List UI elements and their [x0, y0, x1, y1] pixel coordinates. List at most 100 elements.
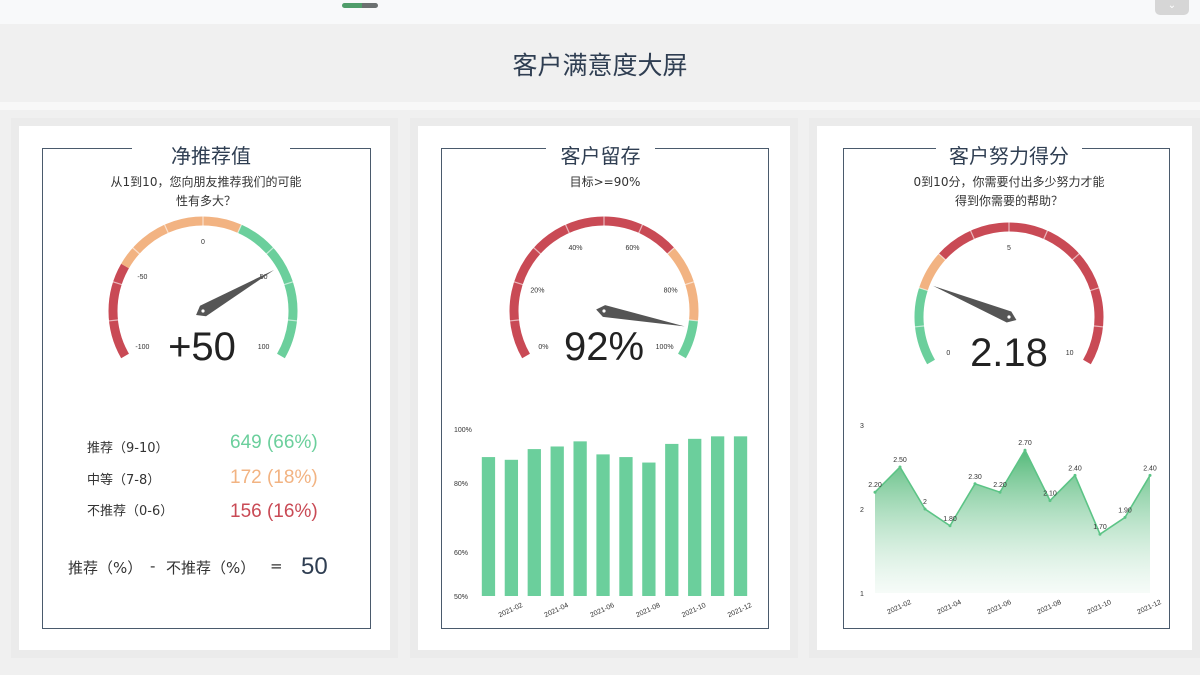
chevron-down-icon[interactable]: ⌄ [1155, 0, 1189, 15]
nps-gauge-tick [287, 319, 298, 322]
retention-gauge-tick [666, 246, 676, 255]
bar-2021-09 [665, 443, 679, 596]
bar-2021-01 [481, 457, 496, 596]
formula-equals: = [270, 557, 283, 575]
retention-gauge-value: 92% [564, 325, 644, 369]
bar-y-tick-label: 80% [454, 481, 468, 488]
area-data-label: 2.20 [868, 482, 882, 489]
area-data-label: 1.80 [943, 516, 957, 523]
effort-gauge-band-orange [919, 253, 946, 291]
area-line [874, 448, 1151, 536]
effort-gauge: 0 5 10 2.18 [914, 222, 1104, 375]
nps-gauge-tick-label: -50 [137, 274, 147, 281]
effort-gauge-tick-label: 0 [946, 350, 950, 357]
area-x-tick-label: 2021-04 [936, 599, 962, 616]
retention-frame [441, 148, 769, 629]
page-header [0, 26, 1200, 102]
retention-gauge-tick [513, 281, 524, 286]
nps-gauge-tick [283, 281, 294, 286]
nps-gauge-tick-label: 0 [201, 239, 205, 246]
bar-y-tick-label: 60% [454, 550, 468, 557]
area-point-2021-01 [873, 490, 877, 494]
area-data-label: 2 [923, 499, 927, 506]
bar-y-tick-label: 50% [454, 594, 468, 601]
bar-x-tick-label: 2021-10 [681, 602, 707, 619]
area-point-2021-11 [1123, 515, 1127, 519]
area-data-label: 1.90 [1118, 507, 1132, 514]
formula-minus: - [150, 557, 156, 575]
effort-gauge-tick [969, 229, 975, 240]
effort-gauge-tick [1071, 252, 1081, 261]
nps-gauge-tick [108, 319, 119, 322]
bar-2021-11 [710, 436, 725, 596]
effort-gauge-tick-label: 5 [1007, 245, 1011, 252]
bar-2021-06 [596, 454, 610, 596]
nps-gauge-tick [131, 246, 141, 255]
formula-result: 50 [301, 553, 328, 580]
area-point-2021-03 [923, 507, 927, 511]
nps-row-detractors-value: 156 (16%) [230, 501, 318, 522]
retention-title: 客户留存 [560, 144, 641, 168]
retention-gauge-tick [688, 319, 699, 322]
area-point-2021-09 [1073, 473, 1077, 477]
nps-gauge-needle-pivot [201, 309, 205, 313]
area-x-tick-label: 2021-08 [1036, 599, 1062, 616]
retention-gauge-tick-label: 80% [664, 287, 678, 294]
effort-gauge-tick [914, 325, 925, 328]
retention-gauge-tick [684, 281, 695, 286]
effort-gauge-tick [1089, 287, 1100, 292]
nps-title: 净推荐值 [171, 144, 251, 168]
nps-gauge-needle [196, 270, 275, 317]
retention-gauge-needle-pivot [602, 309, 606, 313]
retention-gauge-band-green [677, 319, 698, 359]
nps-gauge-band-orange [121, 216, 242, 269]
area-point-2021-08 [1048, 499, 1052, 503]
area-data-label: 2.10 [1043, 491, 1057, 498]
area-x-tick-label: 2021-12 [1136, 599, 1162, 616]
area-x-tick-label: 2021-06 [986, 599, 1012, 616]
area-data-label: 2.50 [893, 457, 907, 464]
nps-row-promoters-value: 649 (66%) [230, 432, 318, 453]
formula-detractors: 不推荐（%） [166, 559, 256, 577]
area-data-label: 2.40 [1068, 465, 1082, 472]
nps-row-promoters-label: 推荐（9-10） [87, 441, 169, 456]
effort-frame [843, 148, 1170, 629]
bar-2021-05 [573, 441, 587, 596]
nps-panel [11, 118, 398, 658]
scroll-indicator[interactable] [342, 3, 378, 8]
area-x-tick-label: 2021-10 [1086, 599, 1112, 616]
area-point-2021-05 [973, 482, 977, 486]
area-data-label: 2.40 [1143, 465, 1157, 472]
area-point-2021-04 [948, 524, 952, 528]
retention-gauge-tick-label: 20% [530, 287, 544, 294]
nps-gauge-band-red [108, 263, 130, 359]
retention-target: 目标>=90% [569, 175, 641, 189]
formula-promoters: 推荐（%） [68, 559, 143, 577]
retention-gauge-tick [532, 246, 542, 255]
bar-x-tick-label: 2021-08 [635, 602, 661, 619]
retention-gauge-tick-label: 40% [569, 245, 583, 252]
nps-gauge-band-green [237, 224, 298, 359]
nps-frame [42, 148, 371, 629]
nps-gauge-tick [265, 246, 275, 255]
nps-row-passives-label: 中等（7-8） [87, 473, 161, 488]
retention-gauge-needle [596, 305, 685, 327]
retention-gauge-band-red [509, 216, 675, 359]
area-data-label: 2.70 [1018, 440, 1032, 447]
effort-gauge-tick [918, 287, 929, 292]
area-fill [875, 450, 1150, 593]
nps-gauge-tick-label: 50 [260, 274, 268, 281]
effort-gauge-tick-label: 10 [1066, 350, 1074, 357]
nps-gauge-tick [237, 223, 243, 234]
page-title: 客户满意度大屏 [512, 51, 688, 80]
bar-x-tick-label: 2021-04 [543, 602, 569, 619]
effort-gauge-value: 2.18 [970, 331, 1048, 375]
bar-2021-04 [550, 446, 564, 596]
effort-gauge-tick [937, 252, 947, 261]
effort-gauge-tick [1043, 229, 1049, 240]
nps-question: 从1到10，您向朋友推荐我们的可能 性有多大？ [110, 175, 302, 208]
retention-gauge-tick-label: 100% [656, 344, 674, 351]
retention-gauge-tick-label: 0% [538, 344, 548, 351]
retention-gauge: 0% 20% 40% 60% 80% 100% 92% [509, 216, 699, 369]
nps-row-detractors-label: 不推荐（0-6） [87, 504, 174, 519]
